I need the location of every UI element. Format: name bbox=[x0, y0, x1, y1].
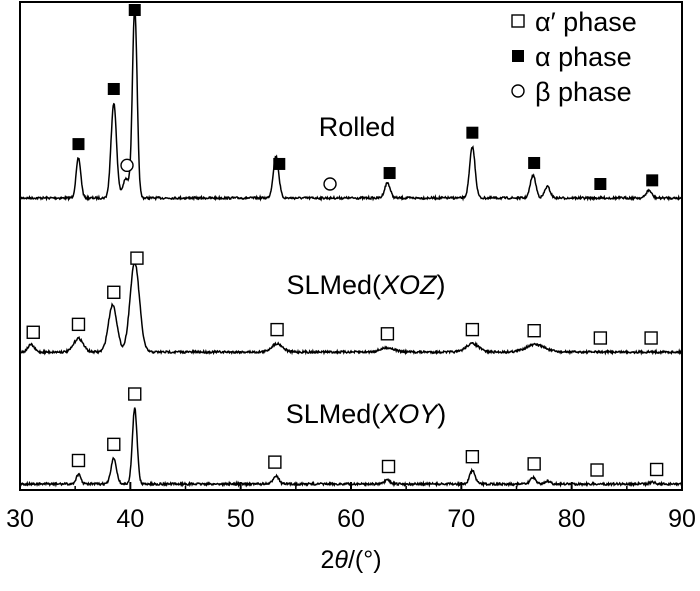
phase-marker-open-square bbox=[128, 387, 142, 401]
phase-marker-open-square bbox=[527, 457, 541, 471]
phase-marker-open-square bbox=[381, 459, 396, 474]
phase-marker-filled-square bbox=[273, 157, 286, 170]
series-label: Rolled bbox=[319, 112, 396, 142]
phase-marker-filled-square bbox=[594, 178, 607, 190]
x-tick-label: 70 bbox=[447, 505, 475, 533]
series-labels: Rolled SLMed(XOZ) SLMed(XOY) bbox=[286, 112, 447, 429]
phase-marker-filled-square bbox=[128, 4, 141, 16]
phase-marker-filled-square bbox=[528, 156, 541, 169]
phase-marker-open-square bbox=[71, 317, 86, 332]
legend-label: α′ phase bbox=[535, 7, 637, 37]
phase-marker-open-square bbox=[268, 455, 282, 469]
phase-marker-open-square bbox=[590, 463, 604, 477]
phase-marker-open-square bbox=[130, 251, 144, 265]
legend-marker-filled-square bbox=[512, 50, 524, 62]
legend-label: α phase bbox=[535, 42, 632, 72]
legend-label: β phase bbox=[535, 77, 632, 107]
phase-marker-open-square bbox=[465, 450, 480, 464]
phase-marker-open-square bbox=[465, 322, 480, 337]
x-tick-label: 80 bbox=[558, 505, 586, 533]
legend-marker-open-circle bbox=[511, 84, 525, 98]
phase-marker-open-square bbox=[649, 462, 664, 477]
phase-marker-open-circle bbox=[120, 158, 134, 173]
series-label: SLMed(XOY) bbox=[286, 399, 447, 429]
phase-marker-filled-square bbox=[72, 138, 85, 151]
phase-marker-filled-square bbox=[383, 167, 396, 180]
x-axis-label: 2θ/(°) bbox=[320, 546, 381, 574]
phase-marker-open-square bbox=[107, 285, 121, 299]
phase-marker-filled-square bbox=[466, 126, 479, 139]
phase-marker-open-square bbox=[644, 331, 658, 345]
phase-marker-filled-square bbox=[646, 174, 659, 187]
legend: α′ phase α phase β phase bbox=[511, 7, 637, 107]
phase-markers bbox=[26, 4, 664, 477]
phase-marker-open-circle bbox=[323, 177, 337, 191]
x-tick-label: 90 bbox=[668, 505, 696, 533]
phase-marker-open-square bbox=[380, 327, 395, 341]
phase-marker-open-square bbox=[270, 322, 284, 337]
xrd-trace-1 bbox=[19, 260, 683, 356]
x-tick-label: 30 bbox=[6, 505, 34, 533]
x-tick-label: 40 bbox=[116, 505, 144, 533]
phase-marker-filled-square bbox=[107, 82, 120, 95]
x-tick-label: 60 bbox=[337, 505, 365, 533]
x-axis: 30 40 50 60 70 80 90 bbox=[6, 482, 696, 533]
series-label: SLMed(XOZ) bbox=[286, 270, 445, 300]
phase-marker-open-square bbox=[527, 324, 541, 338]
phase-marker-open-square bbox=[107, 437, 121, 452]
phase-marker-open-square bbox=[26, 325, 40, 339]
x-tick-label: 50 bbox=[227, 505, 255, 533]
legend-marker-open-square bbox=[511, 14, 525, 28]
phase-marker-open-square bbox=[593, 331, 608, 345]
phase-marker-open-square bbox=[71, 453, 86, 468]
